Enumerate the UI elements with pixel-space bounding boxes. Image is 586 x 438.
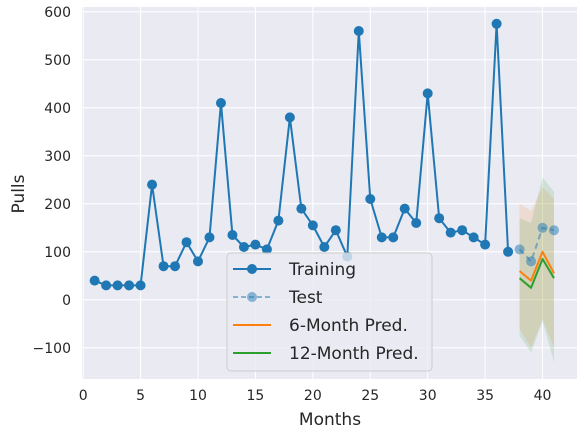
point-training — [112, 280, 123, 291]
point-training — [89, 275, 100, 286]
band-12-month-pred — [519, 177, 555, 363]
point-training — [238, 242, 249, 252]
point-training — [273, 215, 284, 226]
point-training — [422, 88, 433, 99]
series-points — [89, 18, 560, 291]
y-tick-label: 400 — [44, 101, 71, 117]
y-tick-label: −100 — [33, 341, 71, 357]
legend-entry-6-month: 6-Month Pred. — [233, 316, 408, 336]
line-test — [518, 226, 555, 263]
point-training — [376, 232, 387, 243]
legend-box — [226, 252, 433, 372]
point-training — [445, 227, 456, 238]
legend-entry-test: Test — [233, 288, 323, 308]
point-training — [124, 280, 135, 291]
point-training — [147, 179, 158, 190]
y-axis-label: Pulls — [9, 174, 29, 213]
x-tick-label: 25 — [361, 388, 379, 404]
y-tick-label: 200 — [44, 197, 71, 213]
point-training — [434, 213, 445, 224]
legend-entry-12-month: 12-Month Pred. — [233, 344, 419, 364]
point-test — [514, 244, 525, 255]
line-6-month-pred — [518, 250, 555, 282]
point-training — [307, 220, 318, 231]
point-training — [215, 98, 226, 108]
point-training — [411, 218, 422, 228]
point-training — [261, 244, 272, 255]
legend-label-test: Test — [288, 288, 323, 308]
legend-label-6-month: 6-Month Pred. — [289, 316, 408, 336]
legend-entry-training: Training — [233, 260, 356, 280]
point-test — [549, 225, 560, 236]
point-training — [399, 203, 410, 214]
point-training — [135, 280, 146, 291]
legend-label-training: Training — [288, 260, 356, 280]
legend-label-12-month: 12-Month Pred. — [289, 344, 419, 364]
y-tick-label: 300 — [44, 149, 71, 165]
x-tick-label: 0 — [79, 388, 88, 404]
point-training — [181, 237, 192, 248]
point-training — [101, 280, 112, 291]
y-axis-ticks: −100 0 100 200 300 400 500 600 — [33, 5, 71, 357]
x-axis-ticks: 0 5 10 15 20 25 30 35 40 — [79, 388, 552, 404]
point-training — [457, 225, 468, 236]
point-training — [468, 232, 479, 243]
x-axis-label: Months — [299, 410, 361, 430]
x-tick-label: 10 — [189, 388, 207, 404]
point-training — [158, 261, 169, 272]
y-tick-label: 0 — [62, 293, 71, 309]
legend-marker-training — [247, 264, 257, 274]
point-training — [296, 203, 307, 214]
x-tick-label: 5 — [136, 388, 145, 404]
point-training — [284, 112, 295, 123]
x-tick-label: 15 — [247, 388, 265, 404]
legend-marker-test — [247, 292, 257, 302]
x-tick-label: 30 — [419, 388, 437, 404]
line-12-month-pred — [518, 258, 555, 289]
y-tick-label: 100 — [44, 245, 71, 261]
point-test — [526, 256, 537, 267]
point-training — [491, 18, 502, 29]
point-training — [250, 239, 261, 250]
point-training — [480, 239, 491, 250]
x-tick-label: 35 — [476, 388, 494, 404]
point-training — [353, 26, 364, 36]
point-test — [537, 222, 548, 233]
point-training — [330, 225, 341, 236]
y-tick-label: 600 — [44, 5, 71, 21]
point-training — [192, 256, 203, 267]
x-tick-label: 20 — [304, 388, 322, 404]
point-training — [204, 232, 215, 243]
point-training — [388, 232, 399, 243]
point-training — [170, 261, 181, 272]
point-training — [365, 194, 376, 204]
legend: Training Test 6-Month Pred. 12-Month Pre… — [226, 252, 433, 372]
x-tick-label: 40 — [534, 388, 552, 404]
y-tick-label: 500 — [44, 53, 71, 69]
point-training — [227, 230, 238, 240]
point-training — [503, 246, 514, 257]
point-training — [319, 242, 330, 252]
